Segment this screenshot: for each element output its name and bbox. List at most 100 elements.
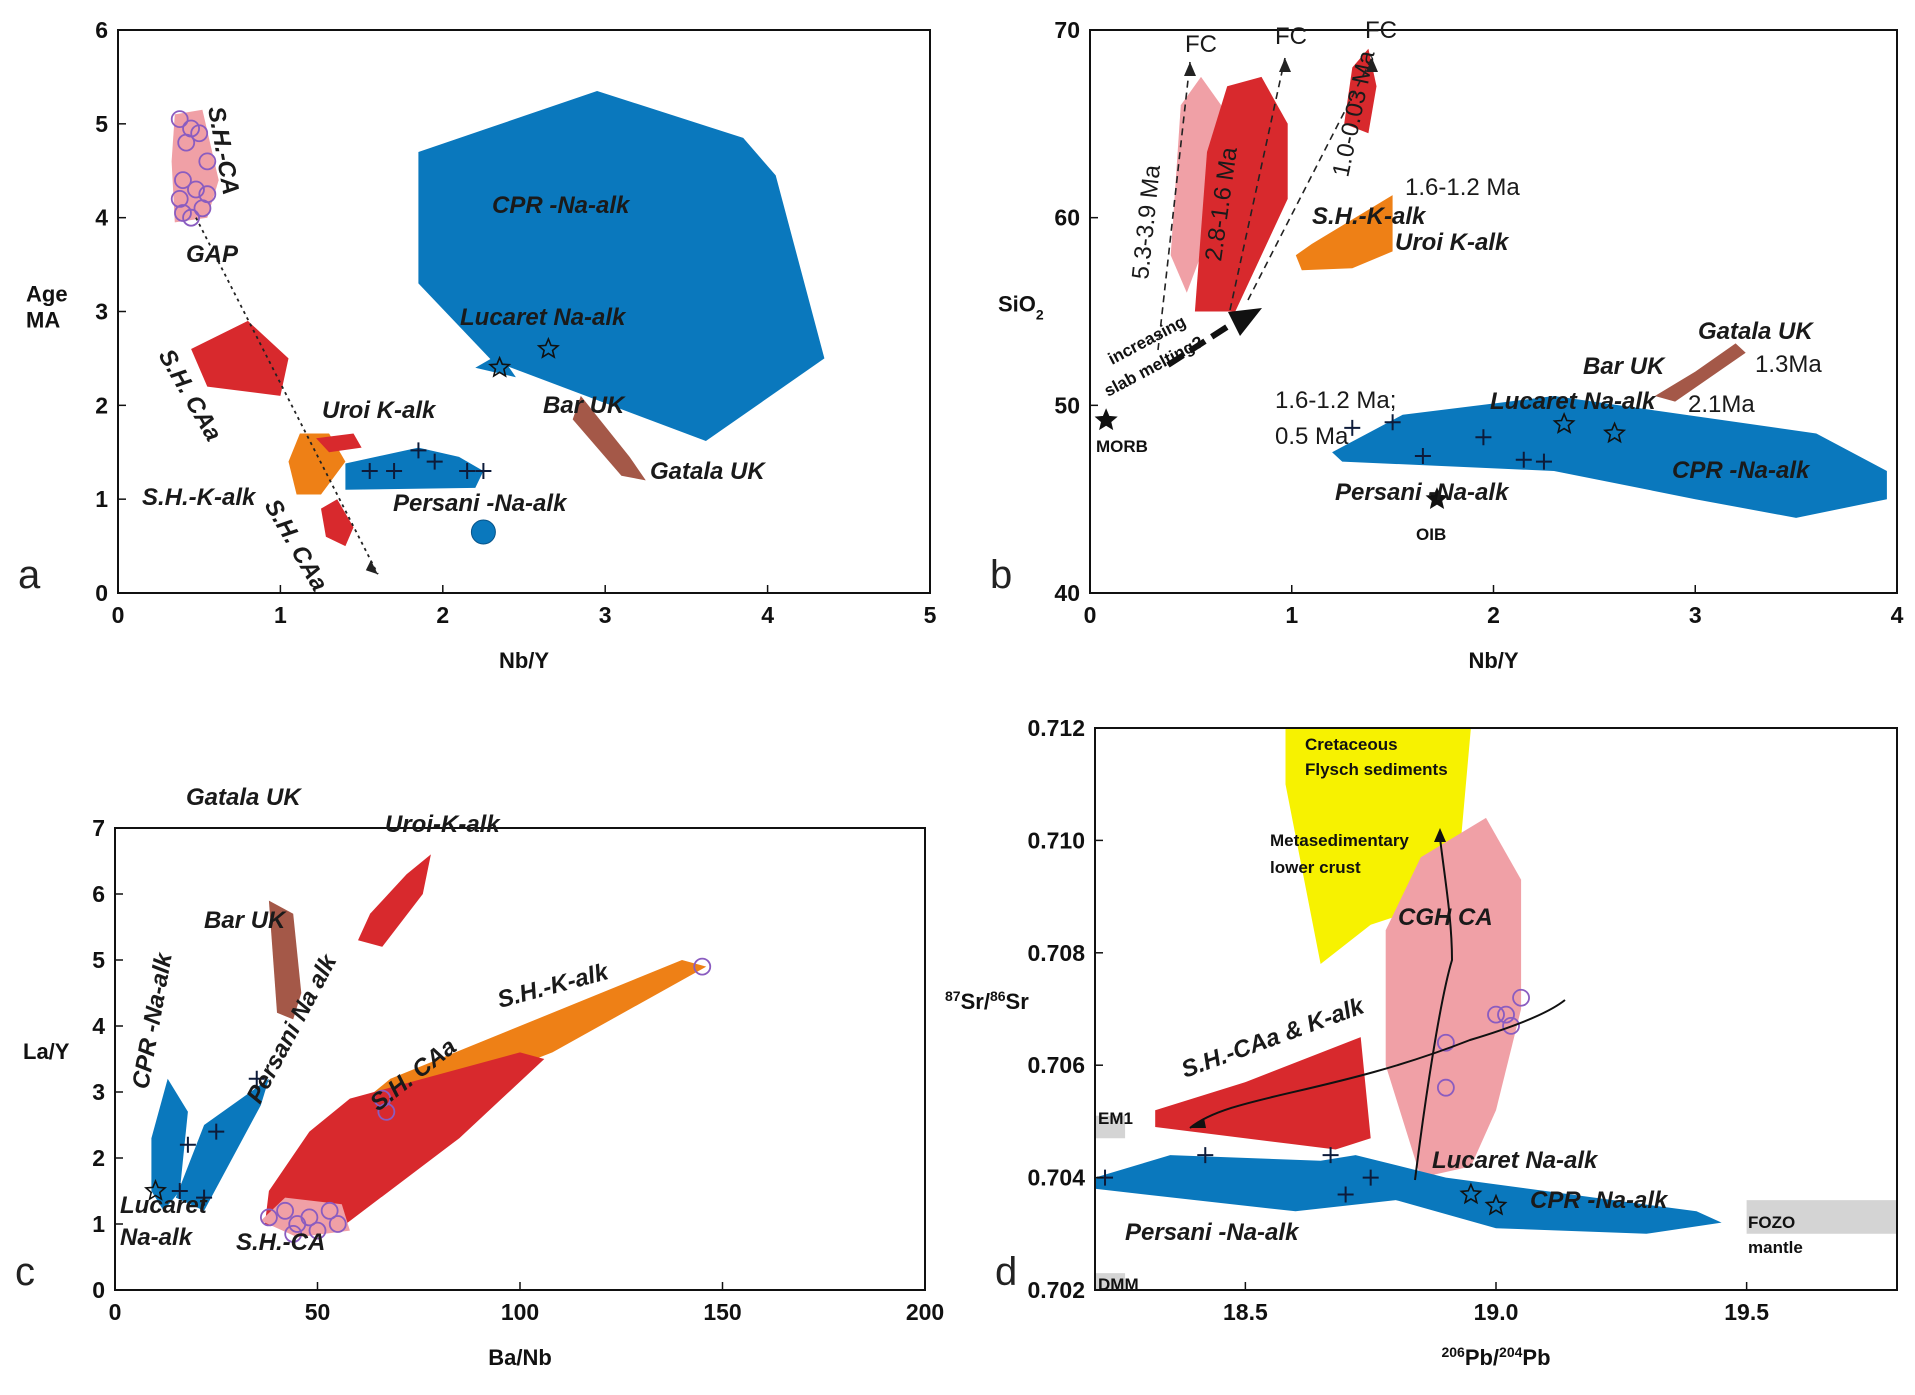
- group-label: Uroi-K-alk: [385, 811, 501, 838]
- plus-marker: [1322, 1147, 1339, 1164]
- group-label: CGH CA: [1398, 904, 1493, 931]
- group-label: CPR -Na-alk: [492, 192, 631, 219]
- circle-marker: [198, 152, 217, 171]
- field-cpr-na-alk-persani-na-alk: [1095, 1155, 1722, 1234]
- arrow-head: [1434, 828, 1446, 842]
- star-marker: [1552, 412, 1576, 434]
- x-tick-label: 0: [1084, 602, 1097, 628]
- circle-marker: [170, 110, 189, 129]
- circle-marker: [1512, 988, 1530, 1007]
- y-tick-label: 1: [95, 486, 108, 512]
- group-label: MORB: [1096, 437, 1148, 456]
- plus-marker: [1344, 419, 1361, 436]
- plus-marker: [459, 463, 476, 480]
- group-label: Lucaret Na-alk: [1432, 1147, 1599, 1174]
- arrow-head: [1279, 58, 1291, 72]
- panel-letter: d: [995, 1250, 1017, 1294]
- field-s-h-ca: [171, 109, 219, 223]
- field-s-h-ca: [260, 1197, 350, 1238]
- group-label: 0.5 Ma: [1275, 423, 1349, 450]
- fc-arrow: [1157, 61, 1191, 351]
- star-marker: [1459, 1182, 1483, 1205]
- circle-marker: [1497, 1005, 1515, 1024]
- group-label: FC: [1365, 17, 1397, 44]
- group-label: Lucaret Na-alk: [1490, 388, 1657, 415]
- group-label: CPR -Na-alk: [127, 949, 178, 1091]
- slab-arrow: [1166, 322, 1232, 368]
- group-label: Cretaceous: [1305, 735, 1398, 754]
- group-label: 1.6-1.2 Ma;: [1275, 387, 1396, 414]
- field-gatala-uk-bar-uk: [268, 900, 302, 1020]
- x-tick-label: 19.5: [1724, 1299, 1769, 1325]
- group-label: Bar UK: [1583, 353, 1666, 380]
- circle-marker: [276, 1201, 295, 1220]
- field-cpr-na-alk: [1332, 396, 1887, 518]
- group-label: CPR -Na-alk: [1672, 457, 1811, 484]
- group-label: Bar UK: [204, 907, 287, 934]
- group-label: Persani -Na-alk: [1125, 1219, 1300, 1246]
- star-marker: [488, 355, 512, 378]
- field-em1: [1095, 1115, 1126, 1139]
- x-tick-label: 3: [1689, 602, 1702, 628]
- field-gatala-uk: [572, 395, 646, 481]
- group-label: 2.1Ma: [1688, 391, 1755, 418]
- group-label: Uroi K-alk: [1395, 229, 1510, 256]
- x-tick-label: 3: [599, 602, 612, 628]
- field-uroi-k-alk: [1295, 195, 1393, 271]
- circle-marker: [328, 1215, 347, 1233]
- field-cgh-ca: [1385, 817, 1522, 1178]
- group-label: Lucaret Na-alk: [460, 304, 627, 331]
- circle-marker: [174, 171, 192, 190]
- star-marker: [1484, 1193, 1508, 1216]
- field-s-h-caa: [264, 1052, 545, 1231]
- field-fozo-mantle: [1746, 1200, 1897, 1234]
- group-label: Persani -Na-alk: [1335, 479, 1510, 506]
- field-persani-na-alk: [345, 447, 484, 490]
- field-uroi-k-alk: [358, 854, 431, 947]
- group-label: Flysch sediments: [1305, 760, 1448, 779]
- circle-marker: [300, 1208, 319, 1227]
- group-label: Gatala UK: [186, 784, 302, 811]
- field-s-h-caa: [191, 320, 289, 396]
- y-tick-label: 2: [92, 1145, 105, 1171]
- x-tick-label: 5: [924, 602, 937, 628]
- plus-marker: [1535, 453, 1552, 470]
- y-tick-label: 4: [95, 205, 108, 231]
- group-label: EM1: [1098, 1109, 1133, 1128]
- panel-letter: a: [18, 553, 41, 597]
- circle-marker: [1436, 1033, 1455, 1052]
- group-label: Gatala UK: [650, 458, 766, 485]
- fc-arrow: [1229, 57, 1286, 311]
- circle-marker: [187, 180, 205, 199]
- circle-marker: [1436, 1078, 1455, 1097]
- field-2-8-1-6-ma: [1194, 76, 1288, 312]
- y-tick-label: 2: [95, 392, 108, 418]
- panel-c: 0 50 100 150 200 0 1 2 3 4 5 6 7 Ba/Nb La/Y c Gatala UK U…: [15, 784, 944, 1370]
- panel-d: 18.5 19.0 19.5 0.702 0.704 0.706 0.708 0.710 0.7…: [945, 715, 1898, 1370]
- circle-marker: [177, 133, 196, 152]
- plus-marker: [475, 463, 492, 480]
- group-label: mantle: [1748, 1238, 1803, 1257]
- x-tick-label: 2: [1487, 602, 1500, 628]
- group-label: Uroi K-alk: [322, 397, 437, 424]
- y-tick-label: 5: [95, 111, 108, 137]
- y-tick-label: 1: [92, 1211, 105, 1237]
- field-persani-na-alk: [175, 1078, 269, 1211]
- x-axis-label: 206Pb/204Pb: [1441, 1344, 1550, 1370]
- y-tick-label: 6: [95, 17, 108, 43]
- y-axis-label: Age MA: [26, 282, 68, 333]
- star-marker: [1425, 487, 1449, 509]
- plus-marker: [1337, 1186, 1354, 1203]
- group-label: CPR -Na-alk: [1530, 1187, 1669, 1214]
- group-label: DMM: [1098, 1275, 1139, 1294]
- plus-marker: [1414, 448, 1431, 465]
- plus-marker: [1197, 1147, 1214, 1164]
- x-tick-label: 18.5: [1223, 1299, 1268, 1325]
- y-tick-label: 60: [1054, 205, 1080, 231]
- plus-marker: [179, 1136, 196, 1153]
- circle-marker: [170, 189, 189, 208]
- x-tick-label: 1: [274, 602, 287, 628]
- plus-marker: [426, 453, 443, 470]
